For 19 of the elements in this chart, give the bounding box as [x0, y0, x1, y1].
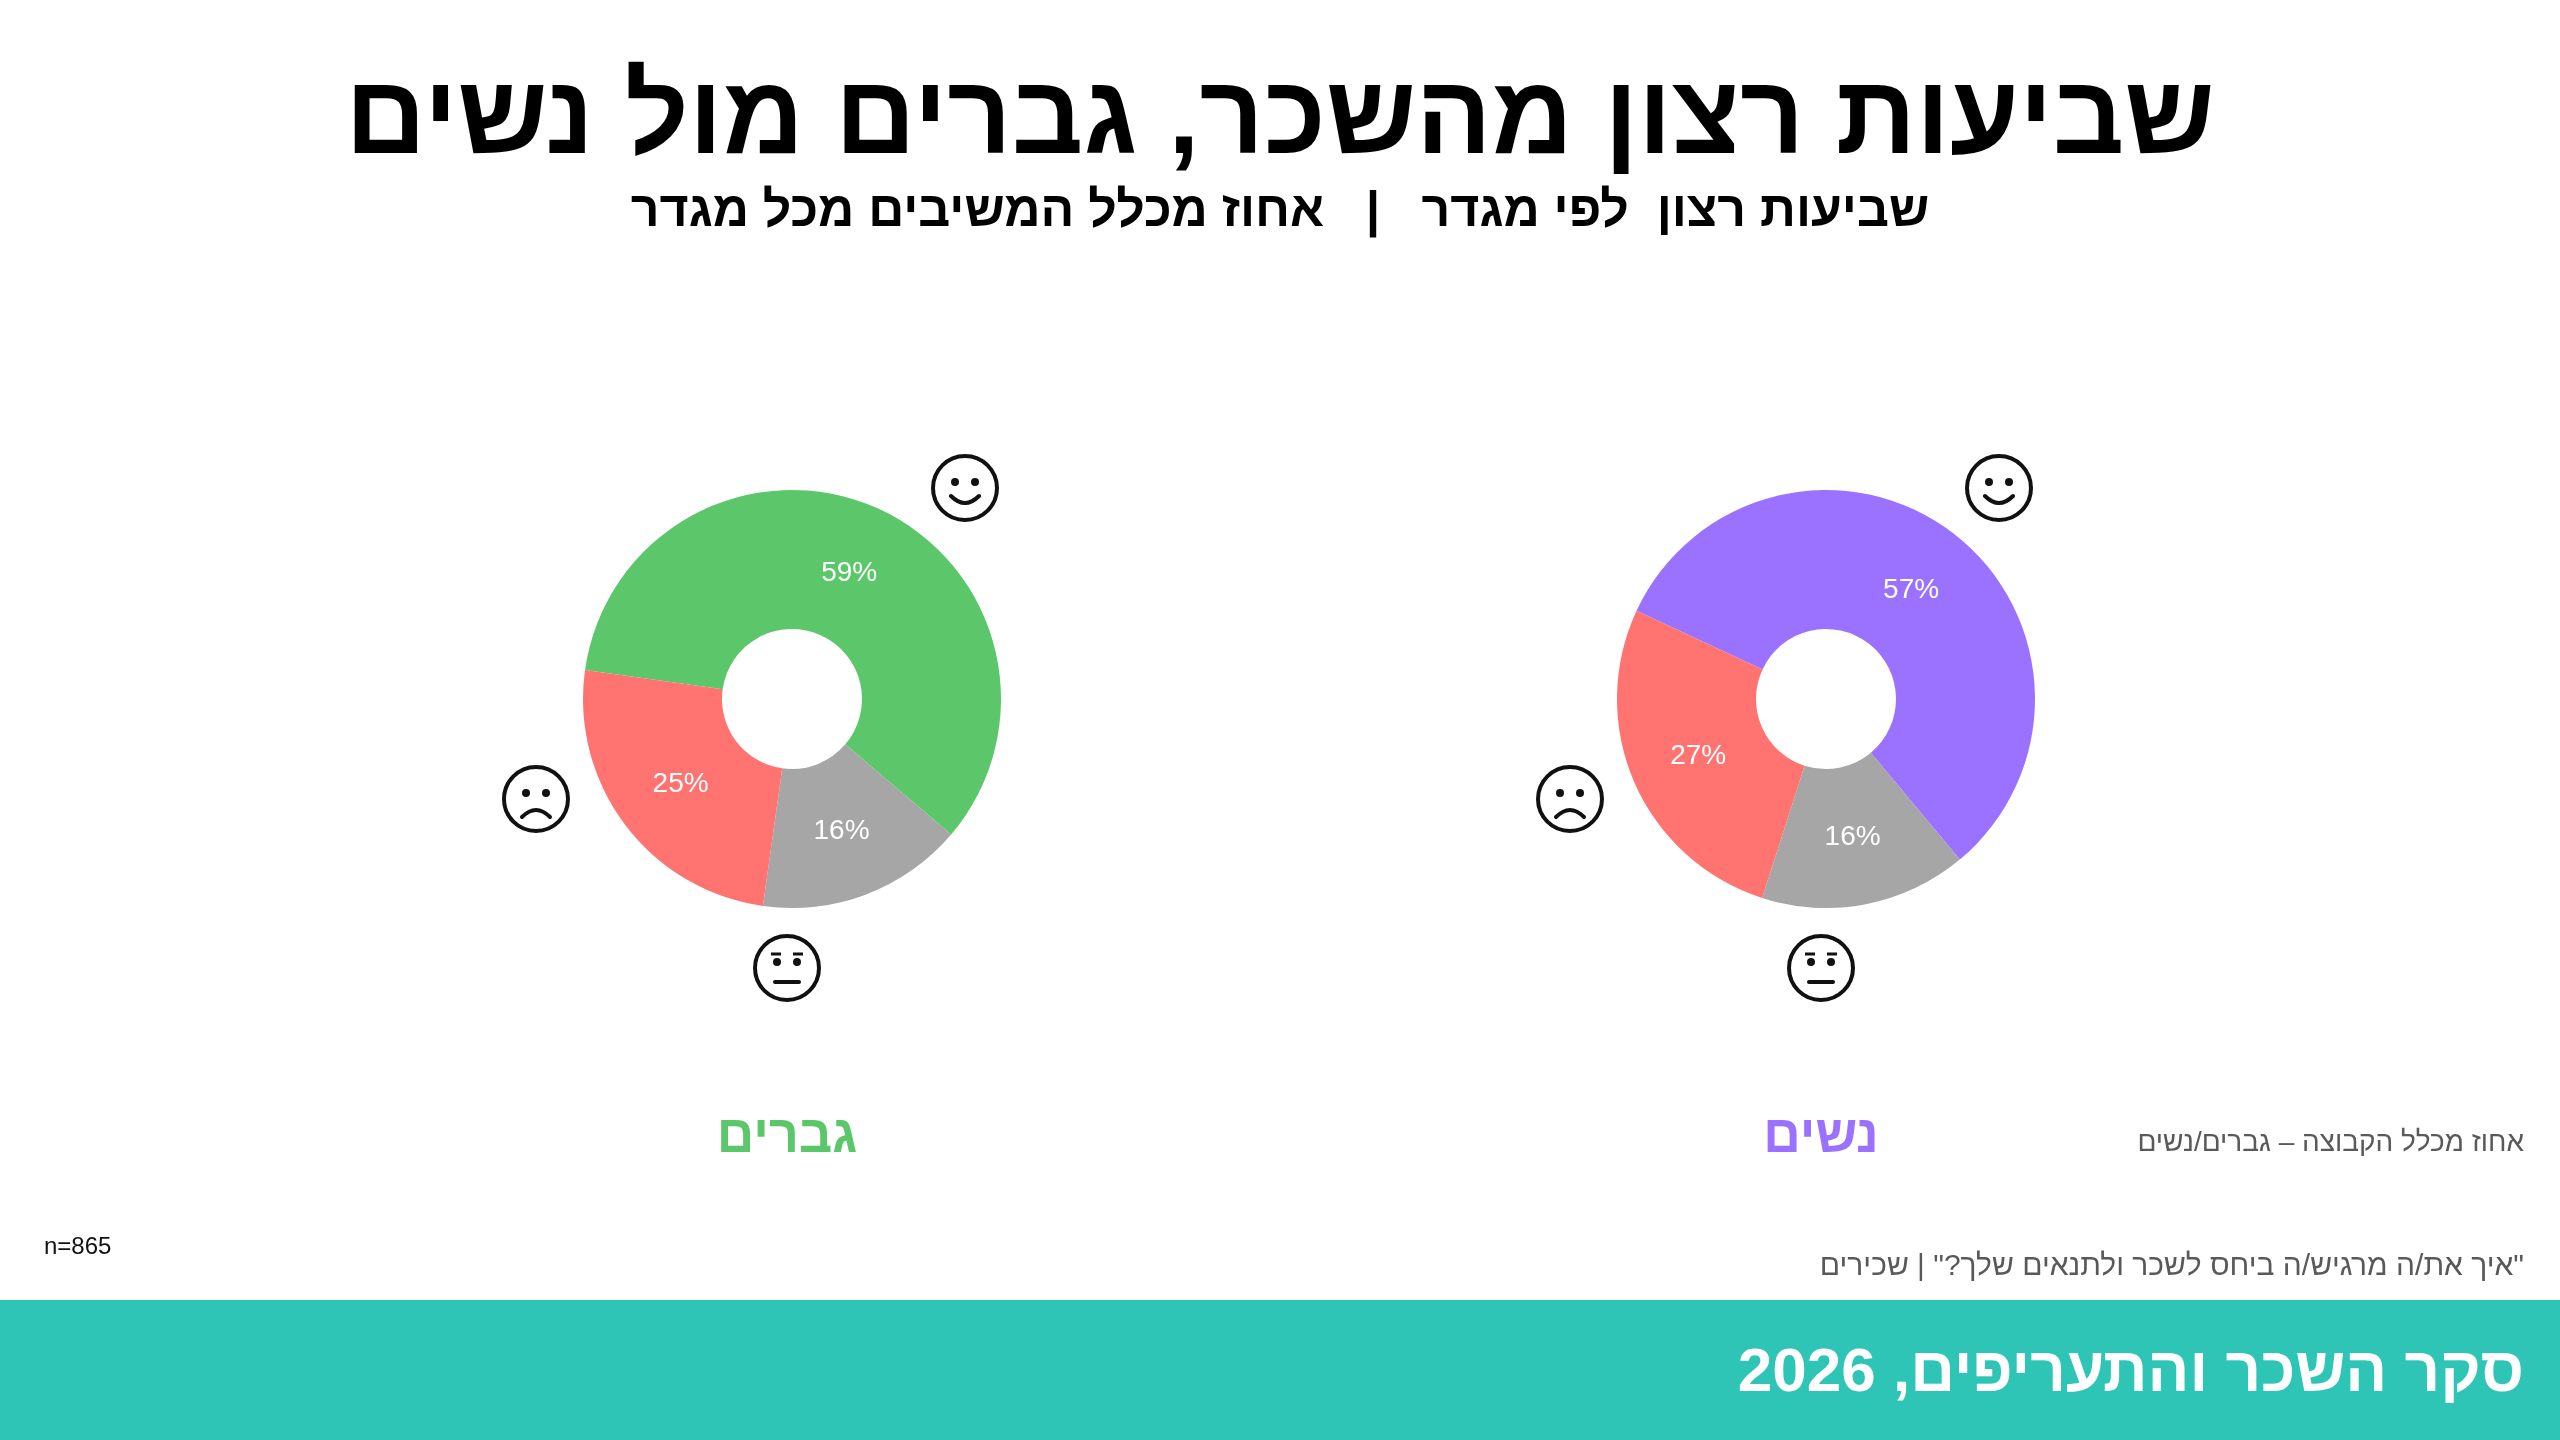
text: שביעות רצון לפי מגדר | אחוז מכלל המשיבים מכל מגדר: [629, 180, 1931, 238]
text: שביעות רצון מהשכר, גברים מול נשים: [344, 51, 2216, 179]
data-label: 27%: [1670, 739, 1727, 771]
donut-slice: [1636, 490, 2035, 860]
data-label: 59%: [821, 556, 878, 588]
text: גברים: [715, 1104, 859, 1164]
donut-slice: [583, 669, 783, 906]
donut-slice: [1617, 610, 1805, 898]
text: n=865: [44, 1232, 112, 1260]
donut-slice: [1762, 752, 1960, 908]
data-label: 57%: [1883, 572, 1940, 604]
data-label: 25%: [652, 767, 709, 799]
data-label: 16%: [1824, 820, 1881, 852]
text: נשים: [1763, 1105, 1879, 1163]
text: סקר השכר והתעריפים, 2026: [1737, 1334, 2524, 1405]
text: אחוז מכלל הקבוצה – גברים/נשים: [2137, 1126, 2524, 1158]
text: "איך את/ה מרגיש/ה ביחס לשכר ולתנאים שלך?" | שכירים: [1819, 1248, 2524, 1282]
donut-slice: [762, 744, 952, 908]
data-label: 16%: [813, 813, 870, 845]
